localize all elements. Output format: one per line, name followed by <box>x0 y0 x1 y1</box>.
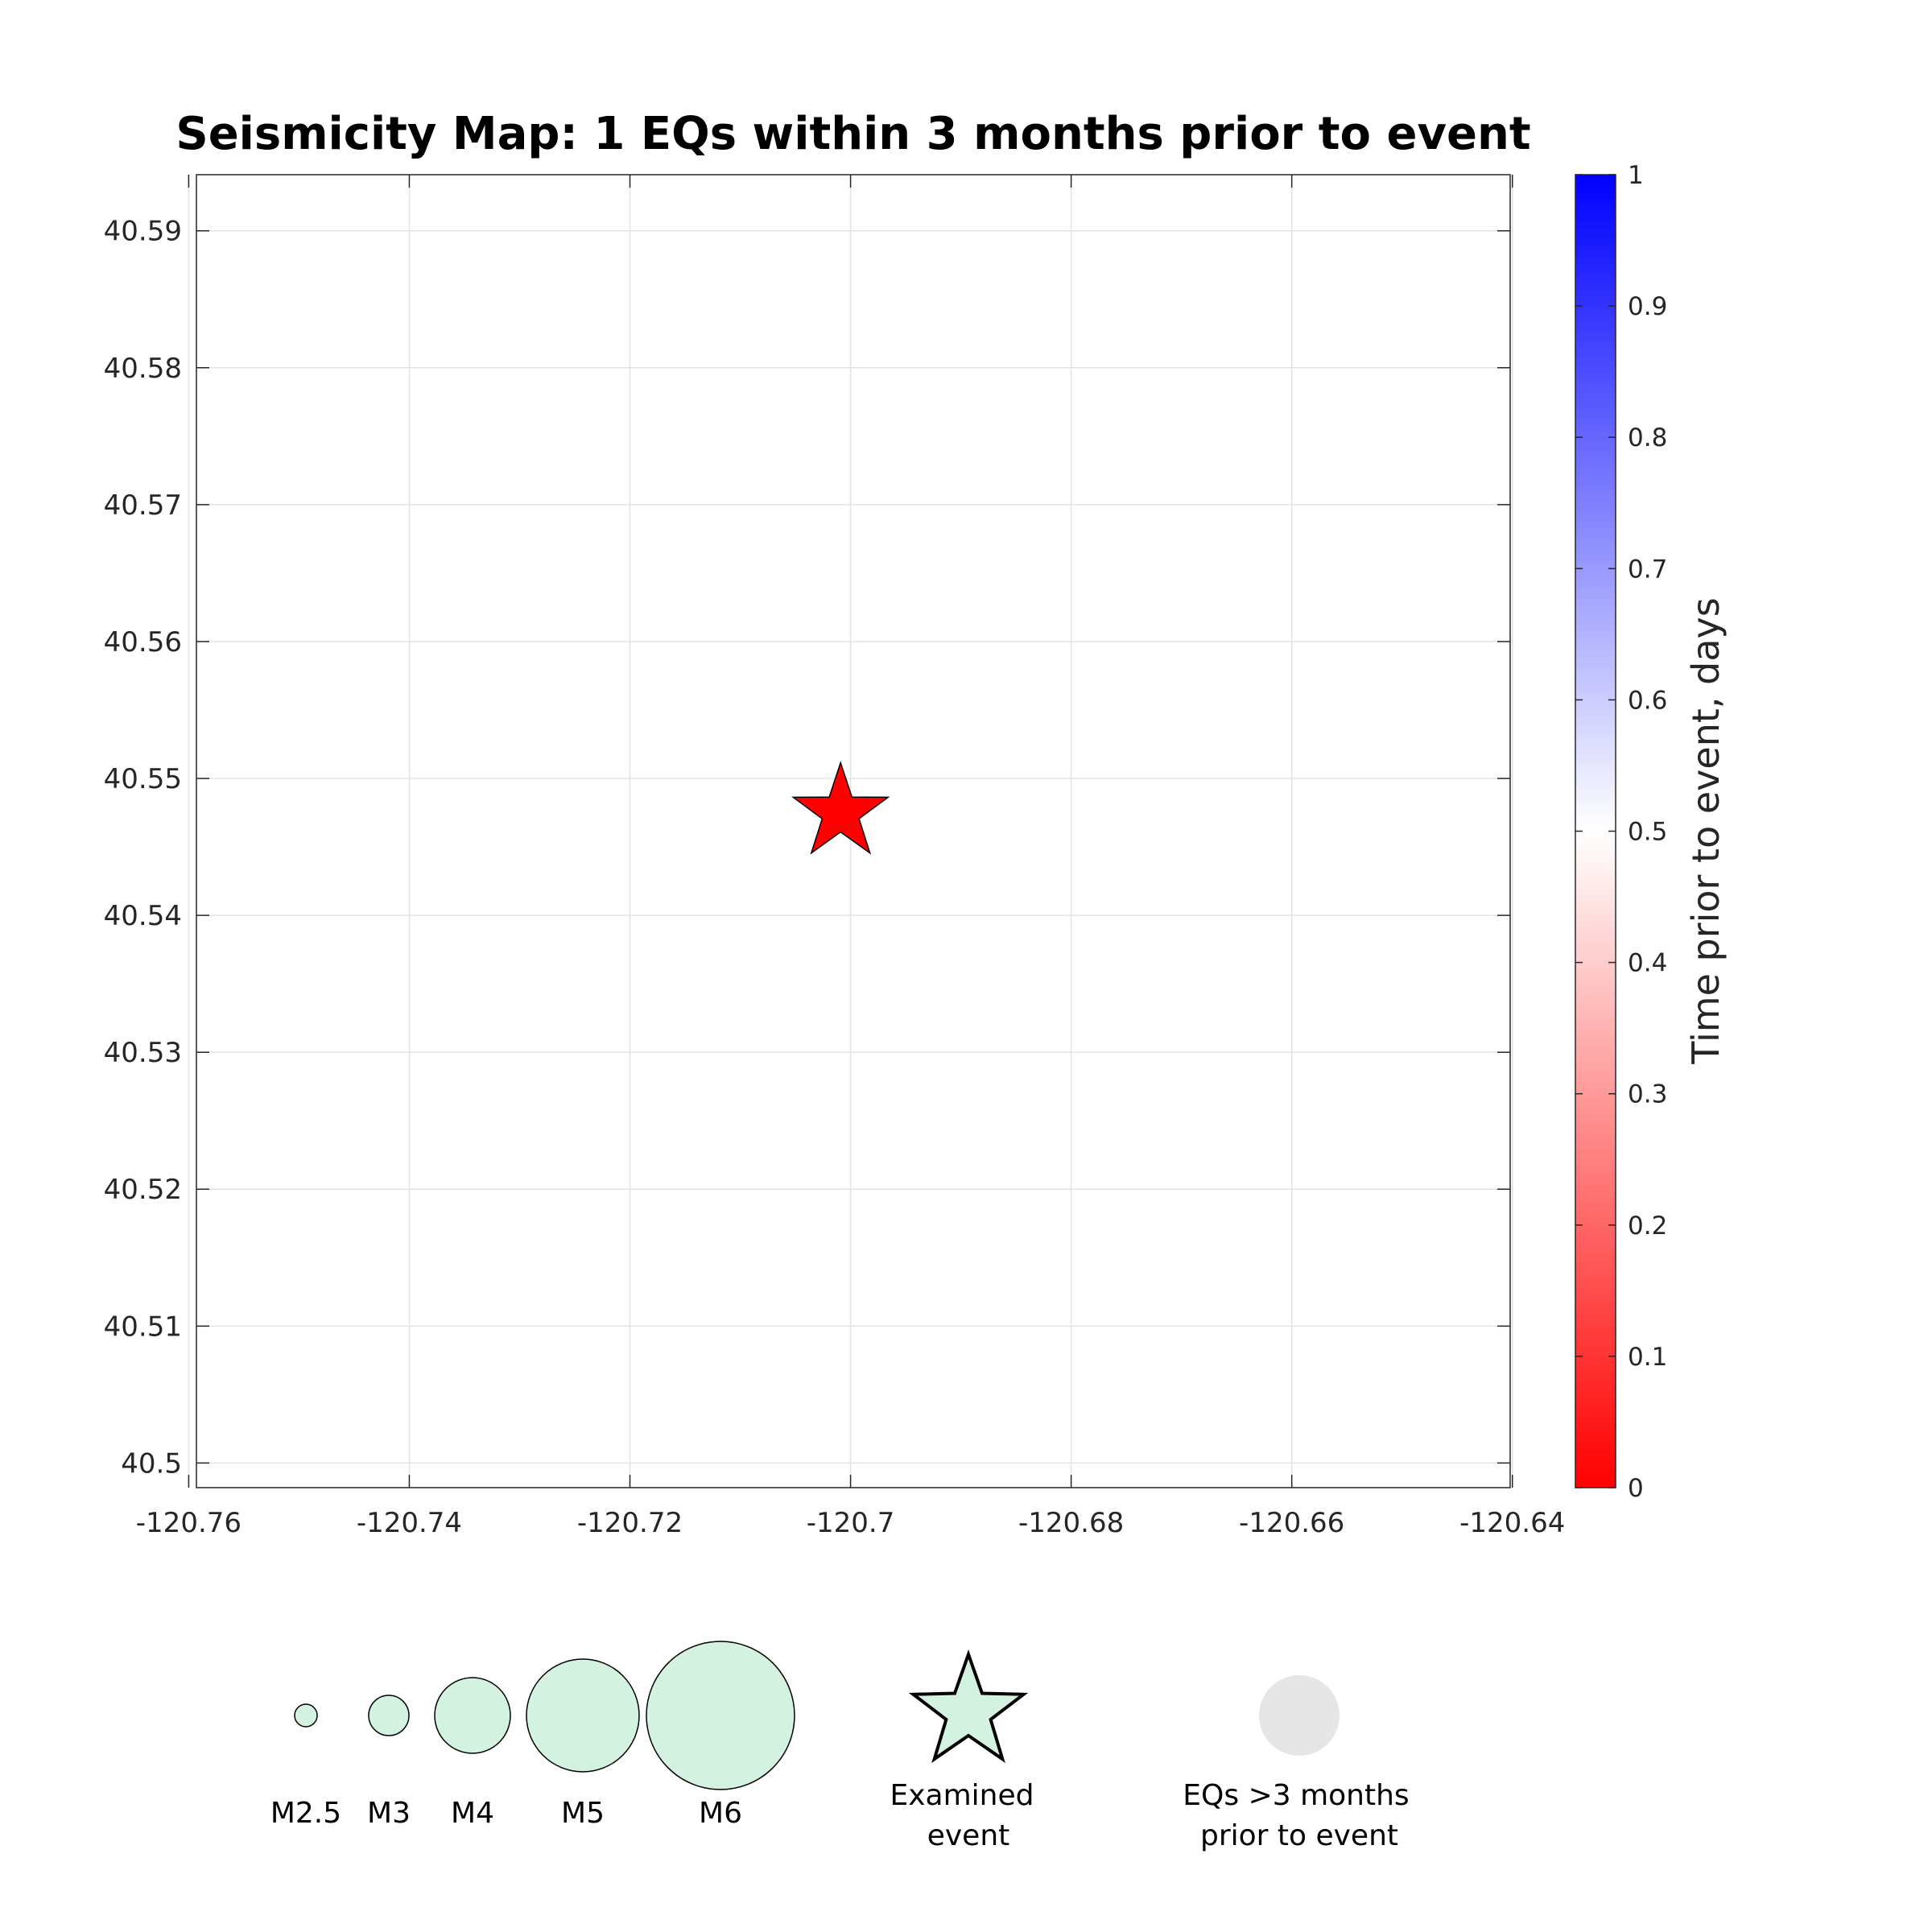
y-tick-label: 40.56 <box>104 626 182 658</box>
magnitude-circle <box>294 1703 318 1728</box>
y-tick-label: 40.52 <box>104 1174 182 1206</box>
y-tick-label: 40.58 <box>104 353 182 385</box>
magnitude-circle <box>526 1658 640 1773</box>
y-tick-label: 40.59 <box>104 216 182 248</box>
magnitude-label: M6 <box>699 1797 742 1830</box>
colorbar-tick-label: 0.8 <box>1628 423 1667 452</box>
legend: Examined event EQs >3 months prior to ev… <box>270 1641 1410 1852</box>
magnitude-label: M3 <box>367 1797 411 1830</box>
colorbar-label: Time prior to event, days <box>1684 597 1728 1064</box>
magnitude-label: M2.5 <box>270 1797 341 1830</box>
plot-frame <box>196 174 1511 1488</box>
y-tick-label: 40.55 <box>104 763 182 795</box>
colorbar-tick-label: 0.6 <box>1628 686 1667 715</box>
x-tick-label: -120.66 <box>1239 1507 1344 1539</box>
colorbar-tick-label: 0.2 <box>1628 1212 1667 1241</box>
colorbar-tick-label: 0.7 <box>1628 555 1667 584</box>
legend-label-older-2: prior to event <box>1200 1819 1398 1852</box>
examined-event-star <box>791 761 890 855</box>
magnitude-label: M4 <box>451 1797 494 1830</box>
older-eq-circle <box>1259 1675 1340 1756</box>
magnitude-label: M5 <box>561 1797 605 1830</box>
colorbar-tick-label: 0.1 <box>1628 1343 1667 1372</box>
y-tick-label: 40.51 <box>104 1311 182 1343</box>
colorbar: 0 0.1 0.2 0.3 0.4 0.5 0.6 0.7 0.8 0.9 1 <box>1575 161 1667 1503</box>
colorbar-tick-label: 1 <box>1628 161 1644 190</box>
y-tick-label: 40.54 <box>104 900 182 932</box>
colorbar-frame <box>1575 174 1616 1488</box>
y-tick-label: 40.53 <box>104 1037 182 1069</box>
x-tick-label: -120.64 <box>1459 1507 1565 1539</box>
legend-label-examined-2: event <box>927 1819 1010 1852</box>
chart-title: Seismicity Map: 1 EQs within 3 months pr… <box>175 108 1530 160</box>
magnitude-circle <box>368 1695 410 1736</box>
magnitude-circle <box>434 1677 511 1754</box>
colorbar-tick-label: 0.5 <box>1628 818 1667 847</box>
plot-area: -120.76 -120.74 -120.72 -120.7 -120.68 -120.6… <box>104 174 1565 1539</box>
x-tick-label: -120.7 <box>807 1507 895 1539</box>
colorbar-tick-label: 0 <box>1628 1474 1644 1503</box>
examined-event-legend-star <box>908 1649 1029 1764</box>
y-tick-label: 40.5 <box>121 1447 182 1480</box>
x-tick-label: -120.74 <box>357 1507 462 1539</box>
x-tick-label: -120.68 <box>1018 1507 1124 1539</box>
colorbar-tick-label: 0.9 <box>1628 292 1667 321</box>
x-tick-label: -120.76 <box>136 1507 242 1539</box>
y-tick-label: 40.57 <box>104 489 182 522</box>
colorbar-tick-label: 0.4 <box>1628 949 1667 978</box>
colorbar-tick-label: 0.3 <box>1628 1080 1667 1109</box>
magnitude-circle <box>646 1641 795 1790</box>
legend-label-older-1: EQs >3 months <box>1183 1779 1409 1812</box>
legend-label-examined-1: Examined <box>890 1779 1034 1812</box>
x-tick-label: -120.72 <box>577 1507 683 1539</box>
